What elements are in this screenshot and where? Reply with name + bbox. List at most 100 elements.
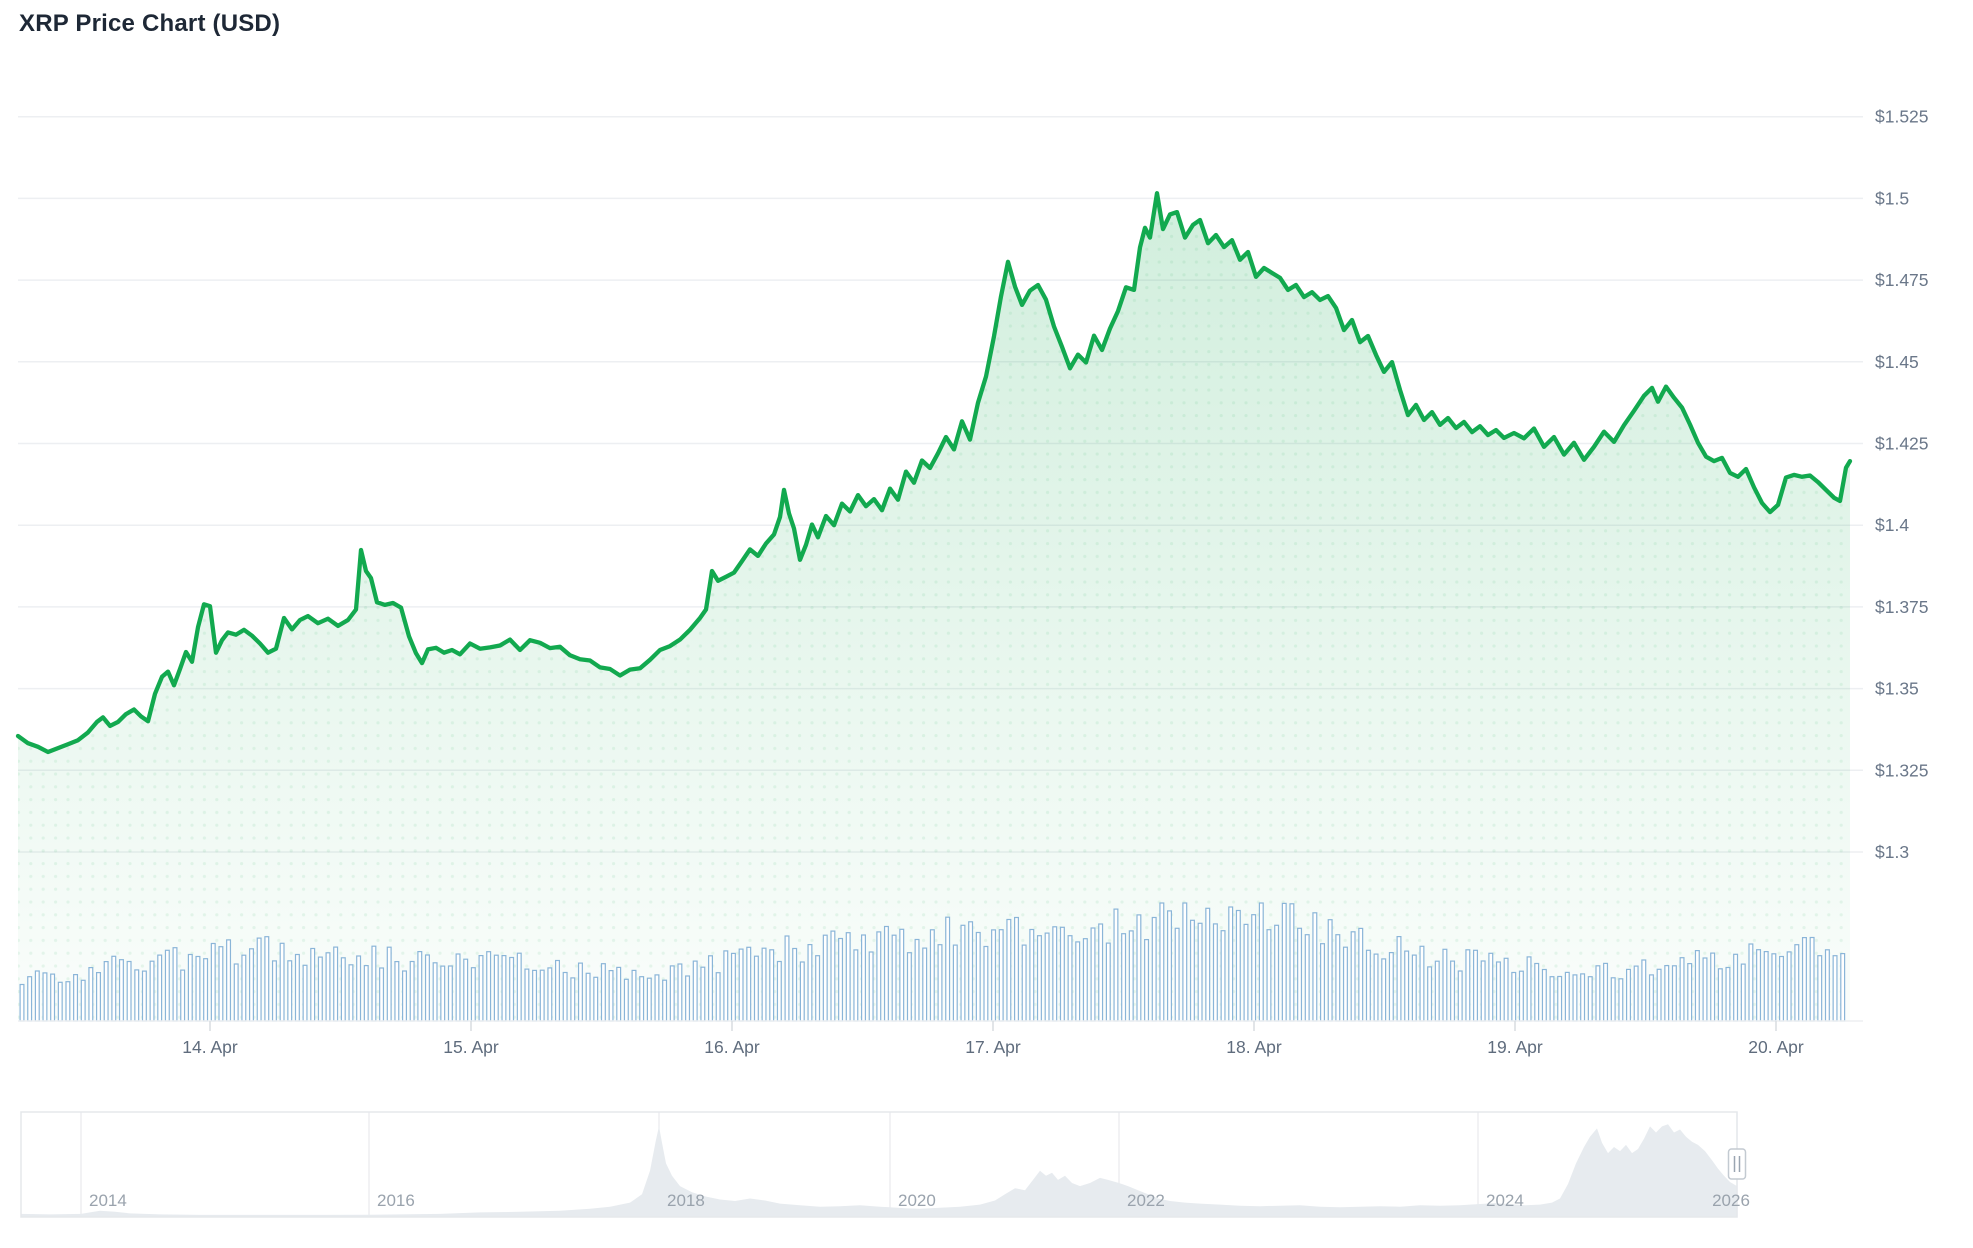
volume-bar [294,953,300,1022]
navigator-year-label: 2016 [377,1191,415,1210]
y-axis-label: $1.525 [1875,107,1929,127]
volume-bar [118,959,124,1022]
volume-bar [1090,927,1096,1022]
volume-bar [906,952,912,1022]
volume-bar [1136,914,1142,1022]
volume-bar [1411,954,1417,1022]
volume-bar [1350,931,1356,1022]
volume-bar [241,954,247,1022]
volume-bar [1840,952,1846,1022]
volume-bar [570,977,576,1022]
volume-bar [677,963,683,1022]
volume-bar [715,972,721,1022]
volume-bar [883,925,889,1022]
volume-bar [1174,927,1180,1022]
volume-bar [1503,957,1509,1022]
volume-bar [1534,962,1540,1022]
volume-bar [1044,932,1050,1022]
volume-bar [998,929,1004,1022]
volume-bar [1067,935,1073,1022]
volume-bar [593,976,599,1022]
volume-bar [1450,960,1456,1022]
volume-bar [738,948,744,1022]
volume-bar [983,945,989,1022]
volume-bar [279,942,285,1022]
volume-bar [195,955,201,1022]
volume-bar [1327,919,1333,1022]
volume-bar [27,976,33,1022]
volume-bar [929,929,935,1022]
volume-bar [493,954,499,1022]
volume-bar [50,973,56,1022]
volume-bar [1013,916,1019,1022]
navigator-frame[interactable] [20,1111,1738,1218]
y-axis-label: $1.5 [1875,188,1909,208]
volume-bar [723,950,729,1022]
volume-bar [1281,902,1287,1022]
volume-bar [57,981,63,1022]
volume-bar [1266,929,1272,1022]
volume-bar [1404,950,1410,1022]
volume-bar [585,972,591,1022]
navigator-year-label: 2020 [898,1191,936,1210]
y-axis-label: $1.425 [1875,434,1929,454]
volume-bar [868,951,874,1022]
volume-bar [1740,963,1746,1022]
volume-bar [371,945,377,1022]
navigator-year-label: 2022 [1127,1191,1165,1210]
volume-bar [356,955,362,1022]
volume-bar [1197,922,1203,1022]
navigator-year-label: 2026 [1712,1191,1750,1210]
volume-bar [991,929,997,1022]
volume-bar [1319,943,1325,1022]
volume-bar [1396,935,1402,1022]
navigator-handle-grip[interactable] [1727,1148,1747,1180]
volume-bar [700,966,706,1022]
price-area-series[interactable] [15,191,1853,1021]
volume-bar [1824,949,1830,1022]
volume-bar [440,965,446,1022]
volume-bar [1541,968,1547,1022]
volume-bar [945,916,951,1022]
volume-bar [1297,927,1303,1022]
volume-bar [325,952,331,1022]
volume-bar [203,958,209,1022]
volume-bar [501,954,507,1022]
volume-bar [210,942,216,1022]
volume-bar [1679,957,1685,1022]
volume-bar [394,960,400,1022]
volume-bar [1641,959,1647,1022]
volume-bar [187,953,193,1022]
volume-bar [1105,942,1111,1022]
volume-bar [1694,949,1700,1022]
volume-bar [1212,923,1218,1022]
volume-bar [1258,902,1264,1022]
volume-bar [562,971,568,1022]
volume-bar [845,932,851,1022]
volume-bar [937,944,943,1022]
x-axis-label: 14. Apr [182,1037,238,1057]
volume-bar [707,955,713,1022]
volume-bar [1159,902,1165,1022]
volume-bar [226,939,232,1022]
volume-bar [1365,949,1371,1022]
volume-bar [1801,936,1807,1022]
volume-bar [1251,914,1257,1022]
volume-bar [1235,909,1241,1022]
volume-bar [1082,938,1088,1022]
volume-bar [1419,945,1425,1022]
volume-bar [149,960,155,1022]
volume-bar [1342,946,1348,1022]
volume-bar [1488,952,1494,1022]
volume-bar [1526,956,1532,1022]
navigator-handle[interactable] [1727,1148,1747,1180]
volume-bar [1794,944,1800,1022]
volume-bar [447,965,453,1022]
y-axis-label: $1.45 [1875,352,1919,372]
navigator[interactable]: 2014 2016 2018 2020 2022 2024 2026 [20,1111,1750,1218]
volume-bar [1274,924,1280,1022]
volume-bar [302,964,308,1022]
volume-bar [340,957,346,1022]
